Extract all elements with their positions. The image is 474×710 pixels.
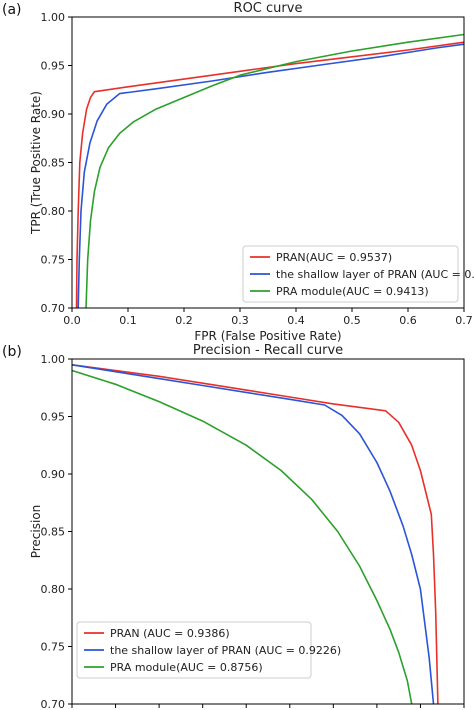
chart1-title: Precision - Recall curve [193, 343, 343, 358]
chart1-panel-label: (b) [2, 344, 22, 360]
chart0-y-tick-label-0: 0.70 [41, 302, 66, 315]
chart1-series-line-2 [71, 369, 413, 705]
chart0-legend-label-0: PRAN(AUC = 0.9537) [276, 251, 392, 264]
chart1-legend-label-1: the shallow layer of PRAN (AUC = 0.9226) [110, 644, 341, 657]
chart0-y-tick-label-2: 0.80 [41, 205, 66, 218]
chart0-x-tick-label-2: 0.2 [175, 314, 193, 327]
chart1-legend-label-2: PRA module(AUC = 0.8756) [110, 661, 263, 674]
chart0-panel-label: (a) [2, 2, 22, 18]
chart0-x-tick-label-3: 0.3 [231, 314, 249, 327]
chart1-y-tick-label-4: 0.90 [41, 468, 66, 481]
chart1-y-axis-label: Precision [29, 505, 43, 559]
chart0-x-tick-label-7: 0.7 [455, 314, 473, 327]
chart0-y-tick-label-5: 0.95 [41, 60, 66, 73]
chart0-y-tick-label-1: 0.75 [41, 254, 66, 267]
chart1-y-tick-label-5: 0.95 [41, 411, 66, 424]
chart0-legend-label-2: PRA module(AUC = 0.9413) [276, 285, 429, 298]
chart1-y-tick-label-3: 0.85 [41, 526, 66, 539]
chart0-y-tick-label-6: 1.00 [41, 11, 66, 24]
chart1-y-tick-label-0: 0.70 [41, 698, 66, 710]
chart0-x-tick-label-0: 0.0 [63, 314, 81, 327]
chart1-y-tick-label-1: 0.75 [41, 641, 66, 654]
chart0-x-axis-label: FPR (False Positive Rate) [194, 329, 341, 343]
chart0-series-line-2 [85, 33, 465, 309]
chart0-x-tick-label-1: 0.1 [119, 314, 137, 327]
chart0-legend-label-1: the shallow layer of PRAN (AUC = 0.9481) [276, 268, 474, 281]
chart0-y-tick-label-3: 0.85 [41, 157, 66, 170]
chart0-y-axis-label: TPR (True Positive Rate) [29, 91, 43, 235]
chart1-legend-box [76, 621, 312, 679]
chart0-x-tick-label-4: 0.4 [287, 314, 305, 327]
chart0-y-tick-label-4: 0.90 [41, 108, 66, 121]
chart0-legend-box [242, 245, 459, 303]
chart1-y-tick-label-2: 0.80 [41, 583, 66, 596]
chart0-x-tick-label-5: 0.5 [343, 314, 361, 327]
chart0-title: ROC curve [234, 1, 303, 16]
chart0-series-line-1 [77, 43, 465, 309]
chart0-x-tick-label-6: 0.6 [399, 314, 417, 327]
chart1-series-line-1 [71, 364, 435, 705]
chart1-series-line-0 [71, 364, 439, 705]
chart1-y-tick-label-6: 1.00 [41, 353, 66, 366]
chart0-series-line-0 [75, 41, 465, 309]
chart1-legend-label-0: PRAN (AUC = 0.9386) [110, 627, 230, 640]
